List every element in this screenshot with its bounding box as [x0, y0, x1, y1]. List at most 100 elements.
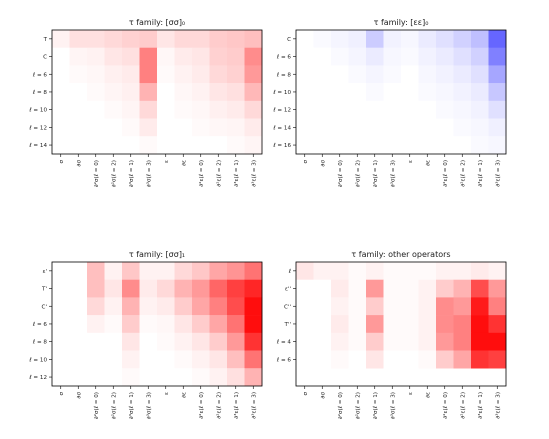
- heatmap-cell: [471, 118, 489, 137]
- heatmap-cell: [366, 279, 384, 298]
- heatmap-cell: [331, 118, 349, 137]
- heatmap-cell: [227, 136, 245, 155]
- heatmap-cell: [157, 315, 175, 334]
- heatmap-cell: [104, 262, 123, 280]
- x-tick-label: ε: [164, 160, 170, 163]
- heatmap-cell: [209, 368, 228, 387]
- heatmap-cell: [418, 350, 437, 369]
- heatmap-cell: [122, 279, 140, 298]
- heatmap-cell: [104, 118, 123, 137]
- heatmap-cell: [87, 315, 105, 334]
- heatmap-cell: [383, 332, 402, 351]
- y-tick-label: ℓ = 14: [28, 142, 47, 149]
- x-tick-label: ∂³σ(ℓ = 3): [145, 392, 152, 419]
- heatmap-cell: [227, 30, 245, 48]
- x-tick-label: ∂³ε(ℓ = 1): [233, 392, 240, 419]
- heatmap-cell: [52, 315, 70, 334]
- heatmap-cell: [488, 350, 507, 369]
- heatmap-cell: [104, 279, 123, 298]
- heatmap-cell: [52, 350, 70, 369]
- heatmap-cell: [157, 350, 175, 369]
- x-tick-label: ε: [408, 392, 414, 395]
- x-tick-label: ∂²ε(ℓ = 2): [215, 392, 222, 419]
- heatmap-cell: [366, 136, 384, 155]
- heatmap-cell: [436, 262, 454, 280]
- heatmap-cell: [139, 332, 158, 351]
- heatmap-cell: [139, 350, 158, 369]
- heatmap-cell: [418, 136, 437, 155]
- heatmap-cell: [69, 315, 88, 334]
- heatmap-cell: [401, 30, 419, 48]
- x-tick-label: ∂ε: [181, 160, 187, 166]
- heatmap-cell: [383, 65, 402, 84]
- heatmap-cell: [227, 47, 245, 66]
- heatmap-cell: [87, 30, 105, 48]
- x-tick-label: ∂³ε(ℓ = 1): [477, 392, 484, 419]
- heatmap-cell: [436, 100, 454, 119]
- heatmap-cell: [331, 350, 349, 369]
- heatmap-cell: [104, 30, 123, 48]
- heatmap-cell: [139, 279, 158, 298]
- heatmap-cell: [209, 136, 228, 155]
- heatmap-cell: [348, 30, 367, 48]
- x-tick-label: ∂²ε(ℓ = 2): [459, 160, 466, 187]
- x-tick-label: ∂²ε(ℓ = 0): [198, 160, 205, 187]
- y-tick-label: C': [42, 304, 47, 310]
- y-tick-label: ℓ = 12: [28, 374, 47, 381]
- y-tick-label: ℓ = 12: [272, 107, 291, 114]
- heatmap-cell: [209, 297, 228, 316]
- heatmap-cell: [87, 83, 105, 102]
- heatmap-cell: [209, 279, 228, 298]
- x-tick-label: ∂³ε(ℓ = 3): [250, 392, 257, 419]
- heatmap-cell: [69, 262, 88, 280]
- heatmap-cell: [471, 315, 489, 334]
- heatmap-cell: [139, 136, 158, 155]
- x-tick-label: ∂ε: [425, 392, 431, 398]
- heatmap-cell: [313, 47, 332, 66]
- heatmap-cell: [244, 279, 263, 298]
- heatmap-cell: [348, 315, 367, 334]
- heatmap-cell: [174, 368, 193, 387]
- heatmap-cell: [296, 279, 314, 298]
- x-tick-label: ∂³ε(ℓ = 1): [233, 160, 240, 187]
- x-tick-label: ∂²ε(ℓ = 0): [442, 392, 449, 419]
- heatmap-cell: [331, 315, 349, 334]
- x-tick-label: ∂²σ(ℓ = 0): [337, 160, 344, 187]
- heatmap-cell: [174, 118, 193, 137]
- y-tick-label: ℓ = 8: [276, 71, 292, 78]
- heatmap-cell: [139, 83, 158, 102]
- heatmap-cell: [313, 83, 332, 102]
- heatmap-cell: [192, 297, 210, 316]
- heatmap-cell: [383, 100, 402, 119]
- heatmap-cell: [313, 100, 332, 119]
- heatmap-cell: [139, 118, 158, 137]
- heatmap-cell: [244, 30, 263, 48]
- heatmap-cell: [174, 136, 193, 155]
- x-tick-label: ∂²σ(ℓ = 0): [93, 160, 100, 187]
- heatmap-cell: [192, 332, 210, 351]
- heatmap-cell: [69, 47, 88, 66]
- heatmap-cell: [471, 47, 489, 66]
- heatmap-cell: [157, 136, 175, 155]
- heatmap-cell: [313, 279, 332, 298]
- heatmap-cell: [139, 47, 158, 66]
- y-tick-label: ε': [42, 269, 47, 275]
- heatmap-cell: [348, 136, 367, 155]
- heatmap-cell: [418, 315, 437, 334]
- x-tick-label: σ: [59, 160, 65, 164]
- heatmap-cell: [69, 136, 88, 155]
- heatmap-cell: [488, 279, 507, 298]
- heatmap-cell: [104, 350, 123, 369]
- y-tick-label: ℓ = 6: [276, 54, 292, 61]
- heatmap-cell: [453, 65, 472, 84]
- heatmap-cell: [244, 83, 263, 102]
- heatmap-cell: [488, 83, 507, 102]
- heatmap-cell: [401, 136, 419, 155]
- heatmap-cell: [488, 30, 507, 48]
- heatmap-panel: τ family: [σσ]₁ ε' T' C' ℓ = 6 ℓ = 8 ℓ = 10 ℓ =…: [28, 250, 263, 419]
- heatmap-cell: [436, 297, 454, 316]
- x-tick-label: ∂ε: [425, 160, 431, 166]
- panel-title: τ family: [σσ]₁: [129, 250, 185, 259]
- x-tick-label: ∂²ε(ℓ = 0): [442, 160, 449, 187]
